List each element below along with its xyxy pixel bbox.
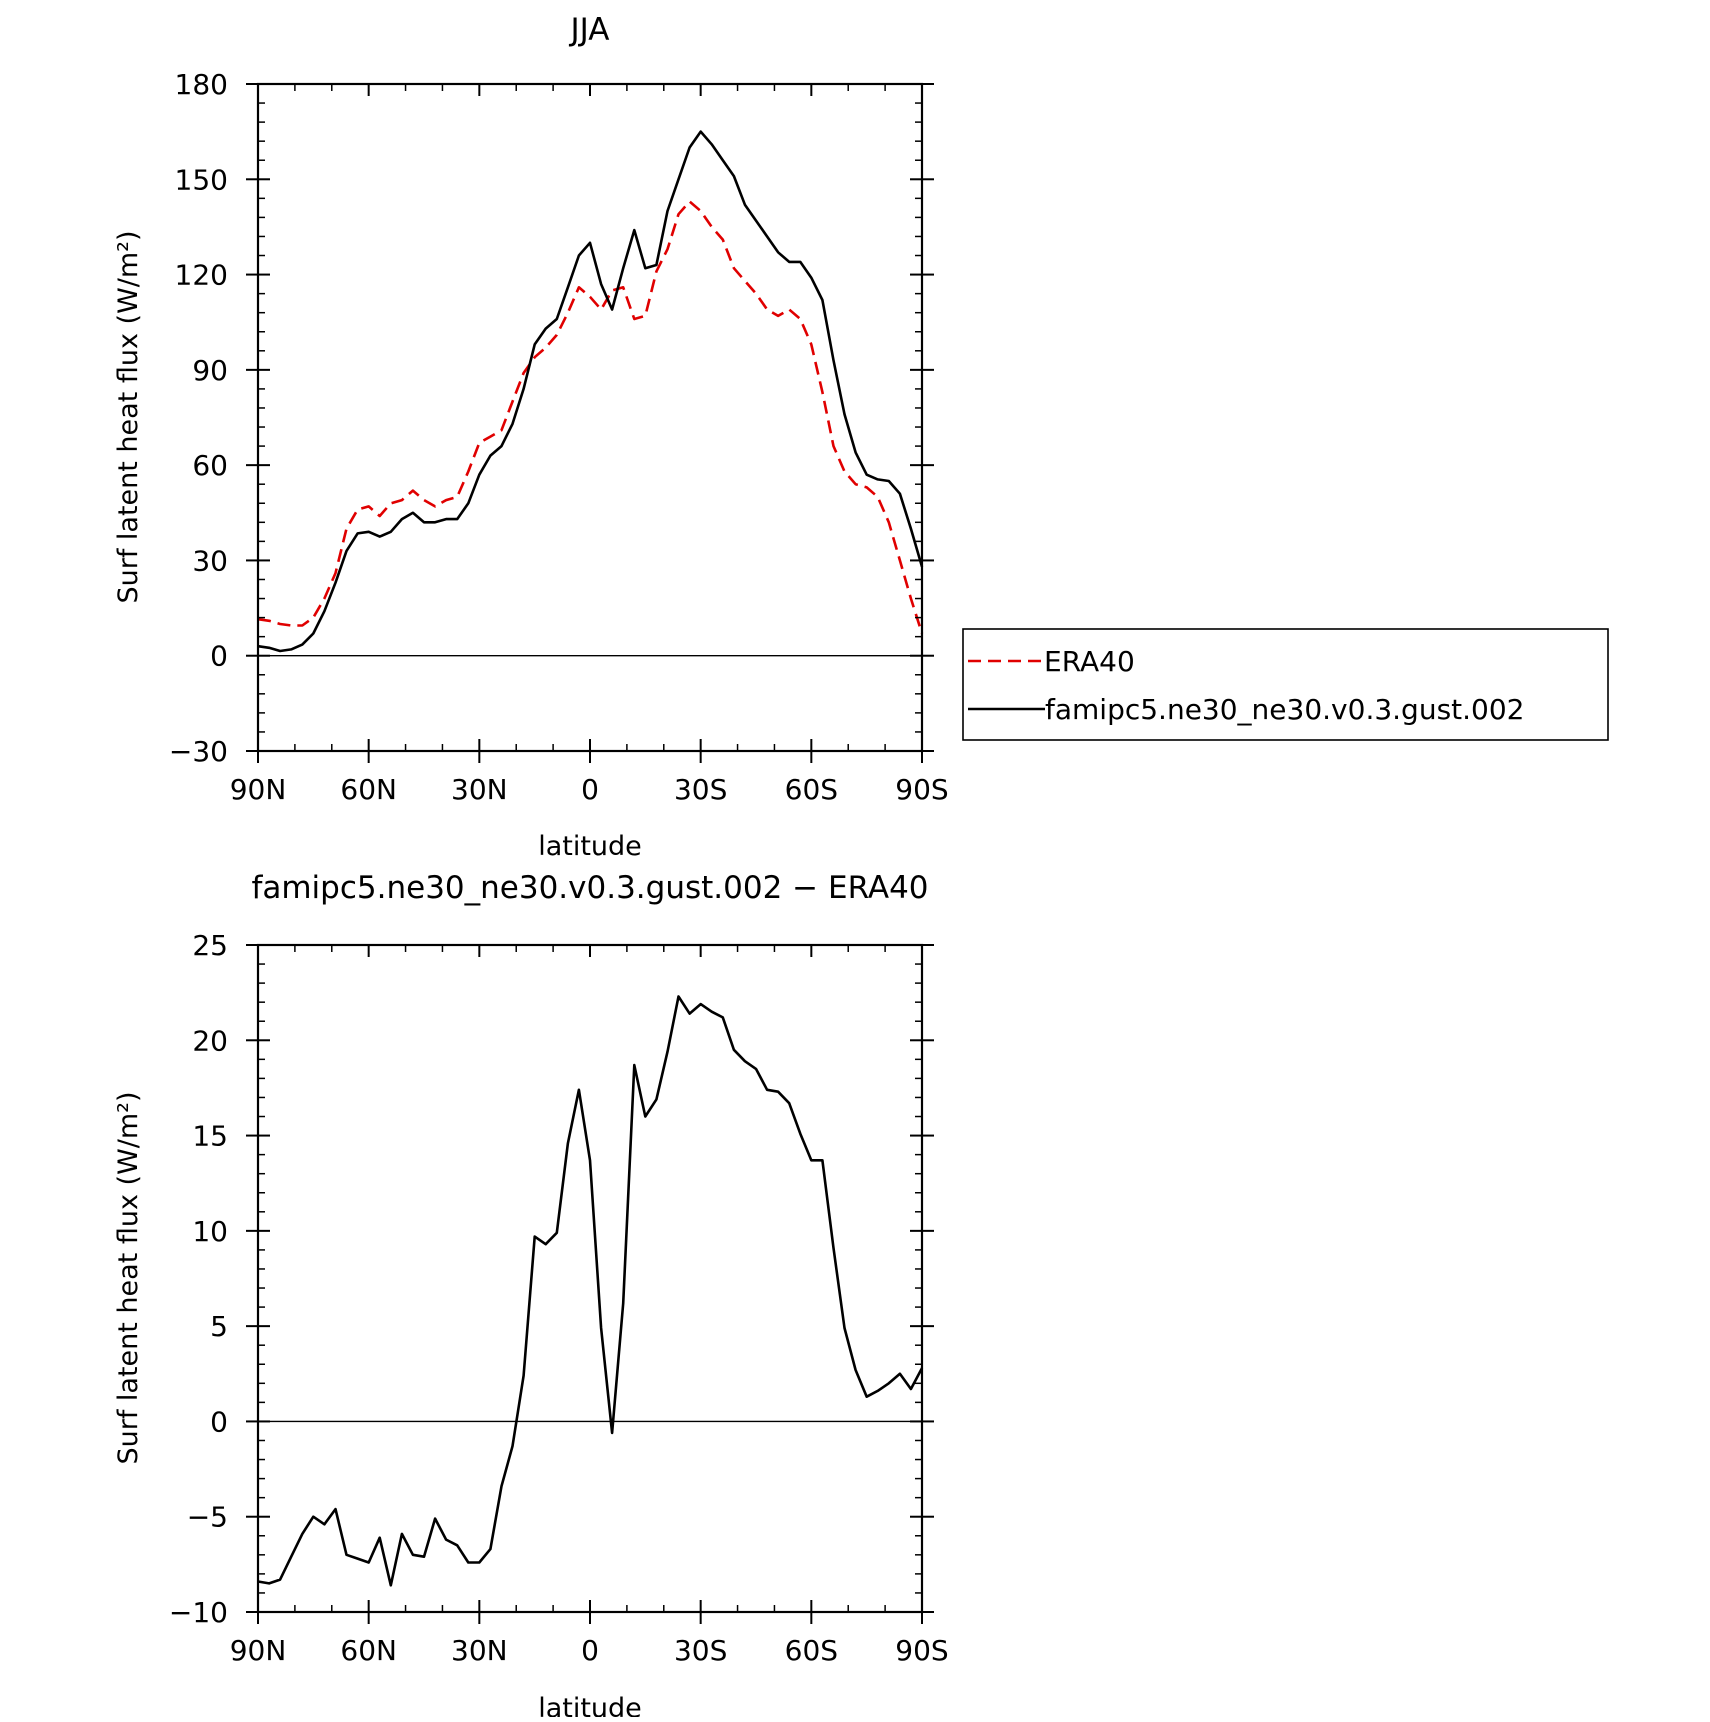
legend-box: [962, 628, 1609, 741]
y-tick-label: 90: [192, 354, 228, 387]
top-plot-frame: [256, 82, 924, 753]
y-tick-label: 180: [175, 68, 228, 101]
y-tick-label: 120: [175, 259, 228, 292]
y-tick-label: 30: [192, 544, 228, 577]
x-tick-label: 90N: [230, 1634, 287, 1667]
legend: ERA40 famipc5.ne30_ne30.v0.3.gust.002: [962, 628, 1609, 741]
x-tick-label: 30N: [451, 1634, 508, 1667]
x-tick-label: 0: [581, 1634, 599, 1667]
x-tick-label: 60N: [340, 1634, 397, 1667]
x-tick-label: 90N: [230, 773, 287, 806]
top-x-axis-label: latitude: [538, 831, 642, 862]
bottom-panel: famipc5.ne30_ne30.v0.3.gust.002 − ERA40 …: [113, 870, 949, 1722]
x-tick-label: 60N: [340, 773, 397, 806]
top-panel: JJA 90N 60N 30N 0 30S 60S 90S 180 150 120 90 60 30 0 −…: [113, 12, 949, 862]
y-tick-label: −5: [187, 1501, 228, 1534]
y-tick-label: 5: [210, 1310, 228, 1343]
x-tick-label: 30S: [674, 1634, 727, 1667]
x-tick-label: 60S: [785, 773, 838, 806]
y-tick-label: 25: [192, 929, 228, 962]
series-line-diff-0: [257, 995, 924, 1587]
series-line-era40: [257, 200, 924, 634]
x-tick-label: 90S: [895, 773, 948, 806]
y-tick-label: 60: [192, 449, 228, 482]
legend-label-era40: ERA40: [1044, 645, 1135, 678]
y-tick-label: 0: [210, 1405, 228, 1438]
y-tick-label: 0: [210, 640, 228, 673]
legend-label-model: famipc5.ne30_ne30.v0.3.gust.002: [1045, 693, 1525, 726]
y-tick-label: −30: [169, 735, 228, 768]
y-tick-label: 20: [192, 1024, 228, 1057]
top-y-axis-label: Surf latent heat flux (W/m²): [113, 230, 144, 603]
y-tick-label: 150: [175, 163, 228, 196]
x-tick-label: 30S: [674, 773, 727, 806]
x-tick-label: 30N: [451, 773, 508, 806]
y-tick-label: 10: [192, 1215, 228, 1248]
bottom-x-axis-label: latitude: [538, 1693, 642, 1717]
series-line-famipc5-ne30-ne30-v0-3-gust-002: [257, 130, 924, 653]
x-tick-label: 90S: [895, 1634, 948, 1667]
y-tick-label: 15: [192, 1120, 228, 1153]
top-panel-title: JJA: [569, 12, 610, 48]
bottom-plot-frame: [256, 943, 924, 1614]
y-tick-label: −10: [169, 1596, 228, 1629]
x-tick-label: 60S: [785, 1634, 838, 1667]
x-tick-label: 0: [581, 773, 599, 806]
bottom-panel-title: famipc5.ne30_ne30.v0.3.gust.002 − ERA40: [251, 870, 928, 906]
bottom-y-axis-label: Surf latent heat flux (W/m²): [113, 1091, 144, 1464]
